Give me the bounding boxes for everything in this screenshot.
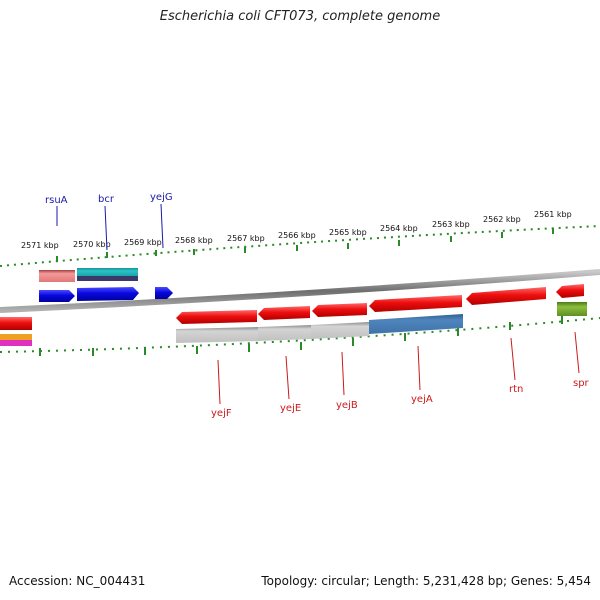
rsuA-gene-label[interactable]: rsuA (45, 195, 68, 206)
spr-feature-bar[interactable] (557, 302, 587, 316)
map-title: Escherichia coli CFT073, complete genome (159, 9, 441, 24)
yejA-gene-arrow[interactable] (369, 295, 462, 312)
yejE-feature-bar[interactable] (258, 325, 311, 341)
reverse-gene-labels: yejF yejE yejB yejA rtn spr (211, 331, 590, 419)
yejA-gene-label[interactable]: yejA (411, 394, 433, 405)
spr-gene-arrow[interactable] (556, 284, 584, 298)
bcr-feature-bar-lower[interactable] (77, 276, 138, 281)
tick-label: 2561 kbp (534, 210, 572, 219)
outer-major-ticks (56, 228, 554, 262)
accession-text: Accession: NC_004431 (9, 574, 146, 588)
spr-leader-line (574, 331, 580, 374)
yejF-gene-arrow[interactable] (176, 310, 257, 324)
yejF-feature-bar[interactable] (176, 327, 258, 343)
bcr-feature-bar[interactable] (77, 268, 138, 276)
tick-label: 2564 kbp (380, 224, 418, 233)
yejB-gene-label[interactable]: yejB (336, 400, 358, 411)
genome-backbone (0, 269, 600, 313)
spr-gene-label[interactable]: spr (573, 378, 590, 389)
yejB-feature-bar[interactable] (311, 322, 369, 339)
tick-label: 2565 kbp (329, 228, 367, 237)
yejG-gene-arrow[interactable] (155, 287, 173, 299)
outer-tick-arc (0, 225, 600, 267)
bcr-gene-arrow[interactable] (77, 287, 139, 301)
tick-label: 2563 kbp (432, 220, 470, 229)
tick-labels: 2571 kbp 2570 kbp 2569 kbp 2568 kbp 2567… (21, 210, 572, 250)
bcr-gene-label[interactable]: bcr (98, 194, 115, 205)
reverse-feature-track (0, 302, 587, 346)
rsuA-feature-bar[interactable] (39, 270, 75, 282)
yejB-gene-arrow[interactable] (312, 303, 367, 317)
yejG-leader-line (160, 203, 164, 249)
genome-summary-text: Topology: circular; Length: 5,231,428 bp… (261, 574, 591, 588)
tick-label: 2567 kbp (227, 234, 265, 243)
forward-gene-arrows (39, 287, 173, 302)
yejF-leader-line (217, 359, 221, 405)
yejA-leader-line (417, 345, 421, 391)
tick-label: 2568 kbp (175, 236, 213, 245)
left-edge-gene-block (0, 317, 32, 330)
tick-label: 2569 kbp (124, 238, 162, 247)
yejE-gene-label[interactable]: yejE (280, 403, 301, 414)
yejA-feature-bar[interactable] (369, 314, 463, 334)
left-edge-feature-orange (0, 334, 32, 340)
forward-feature-track (39, 268, 138, 282)
forward-gene-labels: rsuA bcr yejG (45, 192, 173, 251)
yejE-gene-arrow[interactable] (258, 306, 310, 320)
yejB-leader-line (341, 351, 345, 396)
yejF-gene-label[interactable]: yejF (211, 408, 232, 419)
tick-label: 2570 kbp (73, 240, 111, 249)
reverse-gene-arrows (0, 284, 584, 330)
left-edge-feature-magenta (0, 340, 32, 346)
yejE-leader-line (285, 355, 290, 400)
tick-label: 2571 kbp (21, 241, 59, 250)
rtn-leader-line (510, 337, 516, 381)
rtn-gene-arrow[interactable] (466, 287, 546, 305)
rtn-gene-label[interactable]: rtn (509, 384, 523, 395)
yejG-gene-label[interactable]: yejG (150, 192, 173, 203)
tick-label: 2562 kbp (483, 215, 521, 224)
inner-major-ticks (39, 316, 563, 356)
bcr-leader-line (104, 205, 108, 251)
rsuA-gene-arrow[interactable] (39, 290, 75, 302)
tick-label: 2566 kbp (278, 231, 316, 240)
